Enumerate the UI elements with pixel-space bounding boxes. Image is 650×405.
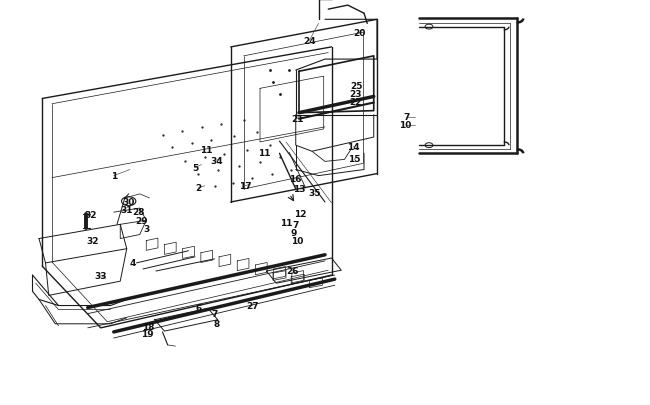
Text: 4: 4 (130, 259, 136, 268)
Text: 11: 11 (257, 149, 270, 158)
Text: 3: 3 (143, 224, 150, 233)
Text: 29: 29 (135, 217, 148, 226)
Text: 17: 17 (239, 182, 252, 191)
Text: 19: 19 (141, 330, 154, 339)
Text: 24: 24 (303, 37, 316, 46)
Text: 8: 8 (213, 320, 220, 328)
Text: 10: 10 (291, 236, 304, 245)
Text: 11: 11 (200, 145, 213, 154)
Text: 35: 35 (308, 188, 321, 197)
Text: 15: 15 (348, 155, 361, 164)
Text: 22: 22 (349, 98, 362, 107)
Text: 32: 32 (84, 210, 97, 219)
Text: 26: 26 (286, 266, 299, 275)
Text: 1: 1 (111, 172, 117, 181)
Text: 6: 6 (195, 303, 202, 312)
Text: 7: 7 (292, 220, 299, 229)
Text: 18: 18 (142, 322, 155, 331)
Text: 23: 23 (349, 90, 362, 99)
Text: 10: 10 (399, 121, 412, 130)
Text: 2: 2 (195, 184, 202, 193)
Text: 25: 25 (350, 82, 363, 91)
Text: 33: 33 (94, 271, 107, 280)
Text: 32: 32 (86, 237, 99, 245)
Text: 21: 21 (291, 115, 304, 124)
Text: 20: 20 (353, 29, 366, 38)
Text: 13: 13 (293, 184, 306, 193)
Text: 5: 5 (192, 164, 198, 173)
Text: 12: 12 (294, 209, 307, 218)
Text: 9: 9 (291, 228, 297, 237)
Text: 30: 30 (122, 197, 135, 206)
Text: 31: 31 (120, 205, 133, 214)
Text: 28: 28 (132, 208, 145, 217)
Text: 16: 16 (289, 174, 302, 183)
Text: 27: 27 (246, 301, 259, 310)
Text: 34: 34 (210, 156, 223, 165)
Text: 14: 14 (347, 143, 360, 151)
Text: 11: 11 (280, 218, 293, 227)
Text: 7: 7 (211, 309, 218, 318)
Text: 7: 7 (403, 113, 410, 122)
